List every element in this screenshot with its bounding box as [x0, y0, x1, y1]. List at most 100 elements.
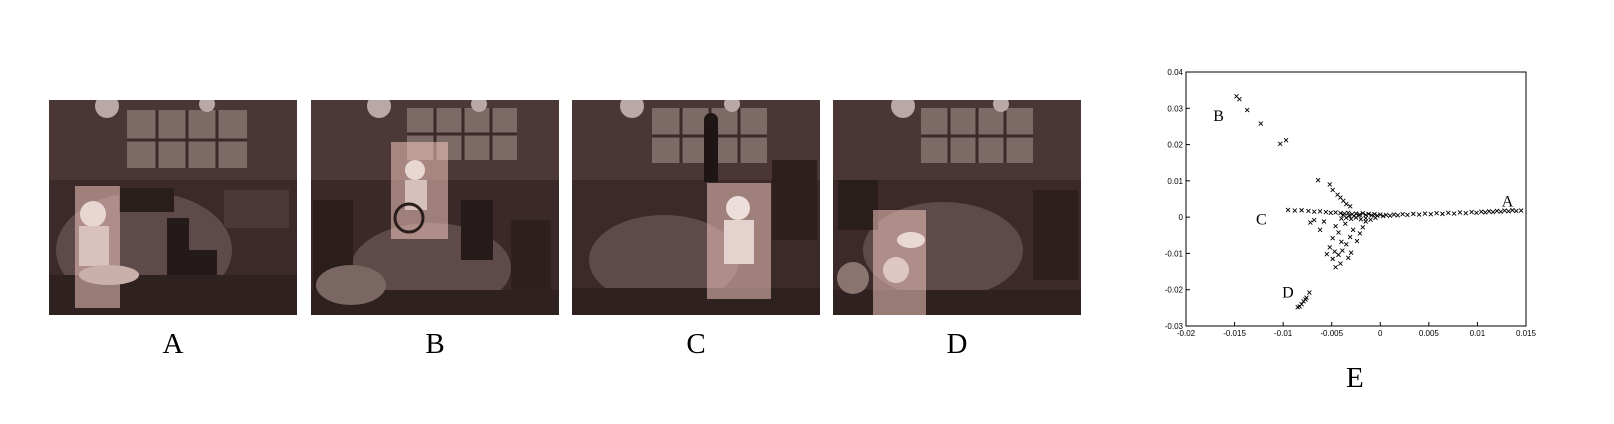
panel-label-d: D: [946, 328, 968, 360]
data-point: [1333, 223, 1338, 229]
y-tick-label: -0.03: [1165, 322, 1184, 331]
x-tick-label: -0.02: [1177, 329, 1196, 338]
data-point: [1513, 208, 1519, 214]
data-point: [1474, 210, 1479, 216]
data-point: [1339, 216, 1344, 221]
x-tick-label: -0.015: [1223, 329, 1246, 338]
panel-label-a: A: [162, 328, 184, 360]
data-point: [1324, 251, 1330, 257]
data-point: [1457, 210, 1463, 215]
panel-label-b: B: [425, 328, 445, 360]
data-point: [1518, 208, 1524, 213]
data-point: [1395, 213, 1401, 218]
data-point: [1342, 221, 1348, 226]
data-point: [1340, 248, 1345, 253]
data-point: [1244, 107, 1250, 113]
panel-label-c: C: [686, 328, 706, 360]
data-point: [1506, 209, 1511, 214]
data-point: [1445, 210, 1451, 216]
data-point: [1323, 209, 1329, 215]
data-point: [1368, 217, 1373, 223]
data-point: [1373, 215, 1378, 221]
data-point: [1311, 209, 1317, 215]
data-point: [1343, 201, 1349, 207]
photo-panel-a: [49, 100, 297, 315]
data-point: [1330, 235, 1336, 241]
data-point: [1321, 219, 1327, 224]
data-point: [1428, 211, 1434, 217]
x-tick-label: -0.01: [1274, 329, 1293, 338]
data-point: [1348, 250, 1354, 256]
data-point: [1478, 209, 1484, 215]
data-point: [1400, 211, 1405, 217]
data-point: [1285, 207, 1291, 213]
data-point: [1346, 213, 1352, 219]
data-point: [1383, 212, 1389, 218]
data-point: [1360, 210, 1366, 216]
annotation-label: B: [1213, 108, 1224, 125]
photo-panel-b: [311, 100, 559, 315]
data-point: [1306, 208, 1311, 214]
figure-label-e: E: [1346, 362, 1364, 394]
data-point: [1292, 208, 1298, 213]
data-point: [1327, 244, 1333, 250]
data-point: [1330, 256, 1336, 262]
y-tick-label: 0.02: [1167, 141, 1183, 150]
data-point: [1358, 217, 1364, 222]
data-point: [1338, 210, 1343, 216]
data-point: [1416, 212, 1422, 217]
data-point: [1307, 290, 1312, 295]
data-point: [1332, 249, 1337, 254]
data-point: [1405, 212, 1410, 218]
data-point: [1258, 121, 1264, 126]
data-point: [1440, 211, 1445, 217]
data-point: [1380, 213, 1386, 219]
data-point: [1315, 177, 1321, 183]
scatter-plot-e: -0.02 -0.015 -0.01 -0.005 0 0.005 0.01 0.015 0.0…: [1165, 68, 1537, 338]
data-point: [1277, 141, 1283, 147]
data-point: [1486, 209, 1492, 214]
data-point: [1494, 208, 1500, 214]
data-point: [1339, 239, 1344, 245]
data-point: [1357, 231, 1363, 236]
data-point: [1360, 224, 1366, 230]
data-point: [1377, 212, 1383, 217]
data-point: [1410, 211, 1416, 217]
data-point: [1469, 209, 1474, 215]
data-point: [1347, 203, 1353, 209]
data-point: [1422, 211, 1428, 216]
data-point: [1336, 230, 1341, 235]
data-point: [1336, 252, 1341, 258]
data-point: [1434, 210, 1439, 216]
data-point: [1490, 209, 1496, 215]
data-point: [1369, 213, 1374, 218]
data-point: [1350, 227, 1356, 233]
data-point: [1330, 187, 1336, 193]
plot-frame: [1185, 71, 1527, 327]
y-tick-label: 0.01: [1167, 177, 1183, 186]
data-point: [1366, 211, 1371, 217]
data-point: [1299, 207, 1304, 213]
data-point: [1303, 297, 1308, 302]
data-point: [1356, 213, 1362, 218]
data-point: [1311, 217, 1317, 223]
data-point: [1351, 213, 1357, 219]
annotation-label: D: [1282, 285, 1294, 302]
data-point: [1510, 207, 1515, 213]
data-point: [1237, 96, 1242, 102]
data-point: [1451, 211, 1457, 216]
data-point: [1482, 210, 1488, 215]
y-tick-label: 0.04: [1167, 68, 1183, 77]
data-point: [1463, 210, 1469, 216]
data-point: [1498, 209, 1504, 215]
y-tick-label: 0: [1179, 213, 1184, 222]
data-point: [1345, 210, 1351, 216]
annotation-label: A: [1502, 193, 1514, 210]
data-point: [1327, 182, 1333, 187]
x-tick-label: 0.01: [1470, 329, 1486, 338]
data-point: [1333, 210, 1338, 215]
y-tick-label: -0.01: [1165, 249, 1184, 258]
data-point: [1333, 264, 1338, 270]
annotation-label: C: [1256, 211, 1267, 228]
x-tick-label: 0.015: [1516, 329, 1537, 338]
